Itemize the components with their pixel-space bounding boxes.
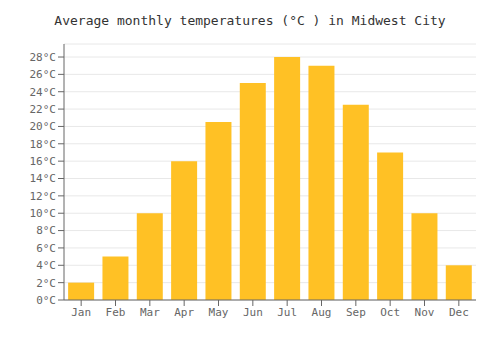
svg-text:2°C: 2°C bbox=[36, 277, 56, 290]
svg-text:Jun: Jun bbox=[243, 306, 263, 319]
svg-text:4°C: 4°C bbox=[36, 259, 56, 272]
svg-text:Oct: Oct bbox=[380, 306, 400, 319]
svg-text:6°C: 6°C bbox=[36, 242, 56, 255]
svg-text:18°C: 18°C bbox=[30, 138, 57, 151]
svg-text:Aug: Aug bbox=[312, 306, 332, 319]
svg-text:26°C: 26°C bbox=[30, 68, 57, 81]
svg-text:22°C: 22°C bbox=[30, 103, 57, 116]
svg-text:12°C: 12°C bbox=[30, 190, 57, 203]
svg-text:May: May bbox=[209, 306, 229, 319]
svg-text:Dec: Dec bbox=[449, 306, 469, 319]
svg-text:20°C: 20°C bbox=[30, 120, 57, 133]
svg-text:Jan: Jan bbox=[71, 306, 91, 319]
svg-text:24°C: 24°C bbox=[30, 86, 57, 99]
svg-text:Jul: Jul bbox=[277, 306, 297, 319]
svg-text:Feb: Feb bbox=[106, 306, 126, 319]
svg-text:0°C: 0°C bbox=[36, 294, 56, 307]
svg-text:Nov: Nov bbox=[415, 306, 435, 319]
svg-text:16°C: 16°C bbox=[30, 155, 57, 168]
svg-text:8°C: 8°C bbox=[36, 224, 56, 237]
svg-text:14°C: 14°C bbox=[30, 172, 57, 185]
html-text:Average monthly temperatures (: Average monthly temperatures (°C ) in Mi… bbox=[54, 13, 446, 28]
svg-text:Sep: Sep bbox=[346, 306, 366, 319]
svg-text:28°C: 28°C bbox=[30, 51, 57, 64]
svg-text:Apr: Apr bbox=[174, 306, 194, 319]
svg-text:Mar: Mar bbox=[140, 306, 160, 319]
svg-text:10°C: 10°C bbox=[30, 207, 57, 220]
